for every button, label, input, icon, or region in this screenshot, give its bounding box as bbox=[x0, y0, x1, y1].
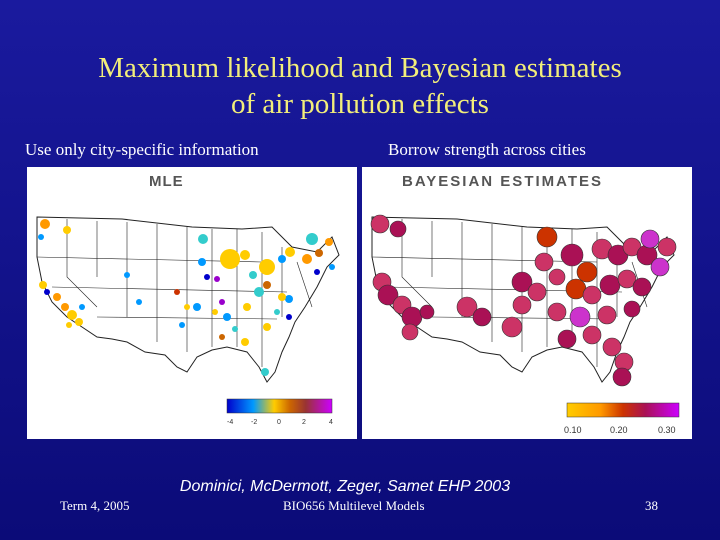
bayes-colorbar-tick: 0.10 bbox=[564, 425, 582, 435]
title-line-1: Maximum likelihood and Bayesian estimate… bbox=[98, 52, 622, 84]
bayes-map bbox=[370, 214, 680, 418]
footer-term: Term 4, 2005 bbox=[60, 498, 130, 513]
mle-colorbar-tick: 2 bbox=[302, 419, 306, 426]
bayes-city-dots bbox=[370, 214, 677, 387]
left-subtitle: Use only city-specific information bbox=[25, 140, 259, 159]
title-line-2: of air pollution effects bbox=[231, 88, 489, 120]
mle-colorbar-tick: 0 bbox=[277, 419, 281, 426]
mle-colorbar-tick: 4 bbox=[329, 419, 333, 426]
mle-map bbox=[36, 216, 340, 414]
mle-colorbar-tick: -4 bbox=[227, 419, 234, 426]
us-outline bbox=[36, 216, 340, 383]
mle-colorbar bbox=[226, 398, 333, 414]
bayes-colorbar-tick: 0.20 bbox=[610, 425, 628, 435]
mle-map-label: MLE bbox=[149, 173, 184, 190]
mle-map-panel: MLE bbox=[27, 167, 357, 439]
bayes-colorbar-tick: 0.30 bbox=[658, 425, 676, 435]
slide-title: Maximum likelihood and Bayesian estimate… bbox=[0, 50, 720, 122]
slide-number: 38 bbox=[645, 498, 658, 513]
footer-course: BIO656 Multilevel Models bbox=[283, 498, 425, 513]
bayes-map-panel: BAYESIAN ESTIMATES bbox=[362, 167, 692, 439]
mle-city-dots bbox=[38, 219, 335, 376]
mle-colorbar-tick: -2 bbox=[251, 419, 258, 426]
citation: Dominici, McDermott, Zeger, Samet EHP 20… bbox=[179, 478, 511, 495]
bayes-map-label: BAYESIAN ESTIMATES bbox=[402, 173, 604, 190]
right-subtitle: Borrow strength across cities bbox=[388, 140, 586, 159]
bayes-colorbar bbox=[566, 402, 680, 418]
